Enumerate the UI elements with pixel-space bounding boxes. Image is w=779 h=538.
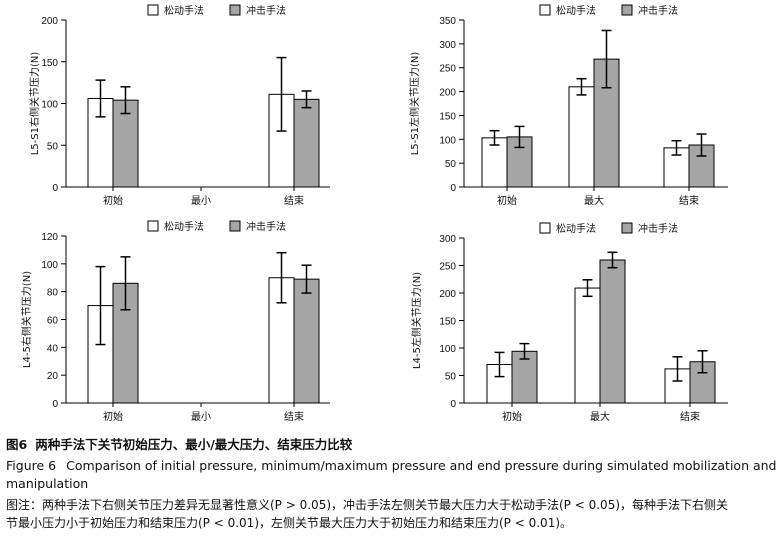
y-tick-label: 0 bbox=[450, 399, 456, 410]
y-tick-label: 100 bbox=[41, 260, 58, 271]
caption-en-title: Figure 6 Comparison of initial pressure, … bbox=[6, 457, 777, 474]
y-tick-label: 0 bbox=[52, 183, 58, 194]
y-tick-label: 50 bbox=[445, 372, 457, 383]
y-tick-label: 150 bbox=[439, 111, 456, 122]
x-tick-label: 最大 bbox=[584, 194, 604, 207]
x-tick-label: 最大 bbox=[590, 410, 610, 423]
bar-mobilization bbox=[568, 86, 595, 188]
chart-panel-1: 0 50 100 150 200 L5-S1右侧关节压力(N) 初始 最小 结束 松动手法 冲击手法 bbox=[28, 4, 330, 207]
x-tick-label: 结束 bbox=[284, 410, 304, 423]
y-axis-title: L4-5左侧关节压力(N) bbox=[410, 272, 423, 369]
y-tick-label: 200 bbox=[439, 88, 456, 99]
legend: 松动手法 冲击手法 bbox=[539, 4, 678, 17]
legend-swatch-manipulation bbox=[229, 220, 241, 232]
legend-swatch-mobilization bbox=[147, 4, 159, 16]
legend-label-mobilization: 松动手法 bbox=[556, 4, 596, 17]
y-tick-label: 60 bbox=[47, 316, 59, 327]
y-tick-label: 0 bbox=[52, 399, 58, 410]
y-tick-label: 0 bbox=[450, 183, 456, 194]
bar-manipulation bbox=[511, 350, 538, 404]
caption-cn-label: 图6 bbox=[6, 437, 28, 452]
y-tick-label: 120 bbox=[41, 232, 58, 243]
x-tick-label: 初始 bbox=[502, 410, 522, 423]
legend-swatch-manipulation bbox=[229, 4, 241, 16]
bar-manipulation bbox=[112, 99, 139, 188]
y-tick-label: 80 bbox=[47, 288, 59, 299]
caption-note-line2: 节最小压力小于初始压力和结束压力(P < 0.01)，左侧关节最大压力大于初始压… bbox=[6, 516, 573, 530]
legend-swatch-mobilization bbox=[147, 220, 159, 232]
y-tick-label: 20 bbox=[47, 371, 59, 382]
legend-label-manipulation: 冲击手法 bbox=[246, 4, 286, 17]
x-tick-label: 最小 bbox=[191, 195, 211, 207]
legend-label-manipulation: 冲击手法 bbox=[638, 4, 678, 17]
legend-label-manipulation: 冲击手法 bbox=[638, 222, 678, 235]
bar-manipulation bbox=[599, 259, 626, 404]
x-tick-label: 结束 bbox=[680, 410, 700, 423]
y-tick-label: 250 bbox=[439, 262, 456, 273]
legend-swatch-manipulation bbox=[621, 222, 633, 234]
x-tick-label: 结束 bbox=[679, 194, 699, 207]
legend-swatch-mobilization bbox=[539, 4, 551, 16]
y-axis-title: L5-S1右侧关节压力(N) bbox=[28, 52, 41, 156]
y-tick-label: 150 bbox=[439, 317, 456, 328]
legend-swatch-manipulation bbox=[621, 4, 633, 16]
y-tick-label: 350 bbox=[439, 16, 456, 27]
caption-en-title-line2: manipulation bbox=[6, 476, 89, 491]
y-tick-label: 100 bbox=[439, 344, 456, 355]
y-axis-title: L5-S1左侧关节压力(N) bbox=[408, 52, 421, 156]
y-tick-label: 100 bbox=[41, 100, 58, 111]
bar-mobilization bbox=[268, 93, 295, 188]
caption-cn-text: 两种手法下关节初始压力、最小/最大压力、结束压力比较 bbox=[35, 437, 353, 452]
legend: 松动手法 冲击手法 bbox=[147, 4, 286, 17]
bar-manipulation bbox=[293, 278, 320, 404]
chart-panel-4: 0 50 100 150 200 250 300 L4-5左侧关节压力(N) 初始 最大 结束 松动手… bbox=[410, 222, 728, 423]
legend-label-mobilization: 松动手法 bbox=[556, 222, 596, 235]
legend-label-mobilization: 松动手法 bbox=[164, 220, 204, 233]
legend-label-manipulation: 冲击手法 bbox=[246, 220, 286, 233]
y-tick-label: 300 bbox=[439, 234, 456, 245]
x-tick-label: 初始 bbox=[497, 194, 517, 207]
y-tick-label: 100 bbox=[439, 135, 456, 146]
y-tick-label: 300 bbox=[439, 40, 456, 51]
bar-mobilization bbox=[574, 287, 601, 404]
y-tick-label: 50 bbox=[47, 141, 59, 152]
chart-panel-3: 0 20 40 60 80 100 120 L4-5右侧关节压力(N) 初始 最小 结束 松动手法 冲击… bbox=[20, 220, 330, 423]
y-tick-label: 150 bbox=[41, 58, 58, 69]
caption-note-line1: 图注：两种手法下右侧关节压力差异无显著性意义(P > 0.05)，冲击手法左侧关… bbox=[6, 498, 729, 512]
y-tick-label: 50 bbox=[445, 159, 457, 170]
bar-manipulation bbox=[293, 98, 320, 188]
legend-label-mobilization: 松动手法 bbox=[164, 4, 204, 17]
caption-en-label: Figure 6 bbox=[6, 458, 57, 473]
y-tick-label: 200 bbox=[41, 16, 58, 27]
x-tick-label: 结束 bbox=[284, 194, 304, 207]
caption-cn-title: 图6 两种手法下关节初始压力、最小/最大压力、结束压力比较 bbox=[6, 436, 352, 453]
y-tick-label: 200 bbox=[439, 289, 456, 300]
chart-panel-2: 0 50 100 150 200 250 300 350 L5-S1左侧关节压力(N) 初始 最大 结… bbox=[408, 4, 728, 207]
y-tick-label: 250 bbox=[439, 64, 456, 75]
y-tick-label: 40 bbox=[47, 343, 59, 354]
legend-swatch-mobilization bbox=[539, 222, 551, 234]
legend: 松动手法 冲击手法 bbox=[539, 222, 678, 235]
legend: 松动手法 冲击手法 bbox=[147, 220, 286, 233]
y-axis-title: L4-5右侧关节压力(N) bbox=[20, 271, 33, 368]
x-tick-label: 初始 bbox=[103, 194, 123, 207]
x-tick-label: 初始 bbox=[103, 410, 123, 423]
x-tick-label: 最小 bbox=[191, 411, 211, 423]
caption-en-text: Comparison of initial pressure, minimum/… bbox=[66, 458, 777, 473]
